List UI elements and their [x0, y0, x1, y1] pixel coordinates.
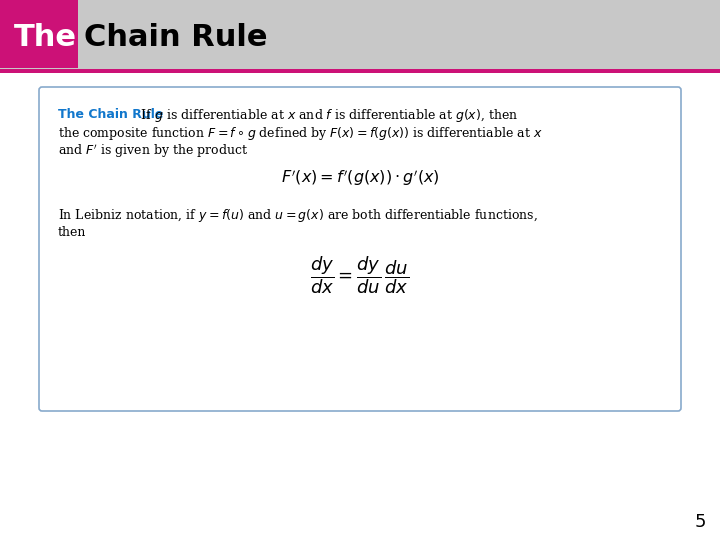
Text: The: The	[14, 24, 77, 52]
Bar	[0, 69, 720, 73]
Text: 5: 5	[694, 513, 706, 531]
Text: Chain Rule: Chain Rule	[84, 24, 268, 52]
Text: If $g$ is differentiable at $x$ and $f$ is differentiable at $g(x)$, then: If $g$ is differentiable at $x$ and $f$ …	[133, 106, 518, 124]
Text: and $F'$ is given by the product: and $F'$ is given by the product	[58, 142, 248, 160]
Text: $F'(x) = f'(g(x)) \cdot g'(x)$: $F'(x) = f'(g(x)) \cdot g'(x)$	[281, 168, 439, 188]
Text: then: then	[58, 226, 86, 240]
Text: $\dfrac{dy}{dx} = \dfrac{dy}{du}\,\dfrac{du}{dx}$: $\dfrac{dy}{dx} = \dfrac{dy}{du}\,\dfrac…	[310, 254, 410, 296]
Text: In Leibniz notation, if $y = f(u)$ and $u = g(x)$ are both differentiable functi: In Leibniz notation, if $y = f(u)$ and $…	[58, 206, 538, 224]
Bar	[0, 0, 720, 72]
Text: The Chain Rule: The Chain Rule	[58, 109, 163, 122]
Text: the composite function $F = f \circ g$ defined by $F(x) = f(g(x))$ is differenti: the composite function $F = f \circ g$ d…	[58, 125, 543, 141]
FancyBboxPatch shape	[39, 87, 681, 411]
Bar	[0, 0, 78, 68]
